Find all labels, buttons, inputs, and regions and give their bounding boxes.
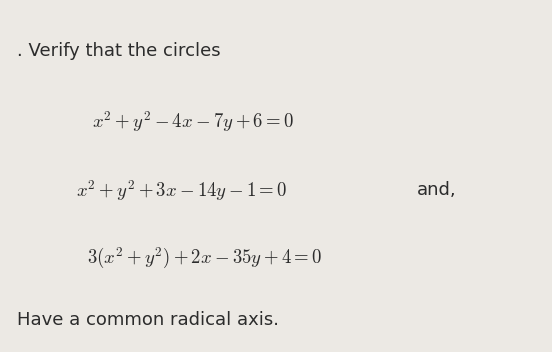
Text: Have a common radical axis.: Have a common radical axis. <box>17 311 279 329</box>
Text: . Verify that the circles: . Verify that the circles <box>17 42 220 60</box>
Text: $x^2 + y^2 + 3x - 14y - 1 = 0$: $x^2 + y^2 + 3x - 14y - 1 = 0$ <box>76 178 288 202</box>
Text: $x^2 + y^2 - 4x - 7y + 6 = 0$: $x^2 + y^2 - 4x - 7y + 6 = 0$ <box>92 109 294 134</box>
Text: $3(x^2 + y^2) + 2x - 35y + 4 = 0$: $3(x^2 + y^2) + 2x - 35y + 4 = 0$ <box>87 246 322 271</box>
Text: and,: and, <box>417 181 457 199</box>
